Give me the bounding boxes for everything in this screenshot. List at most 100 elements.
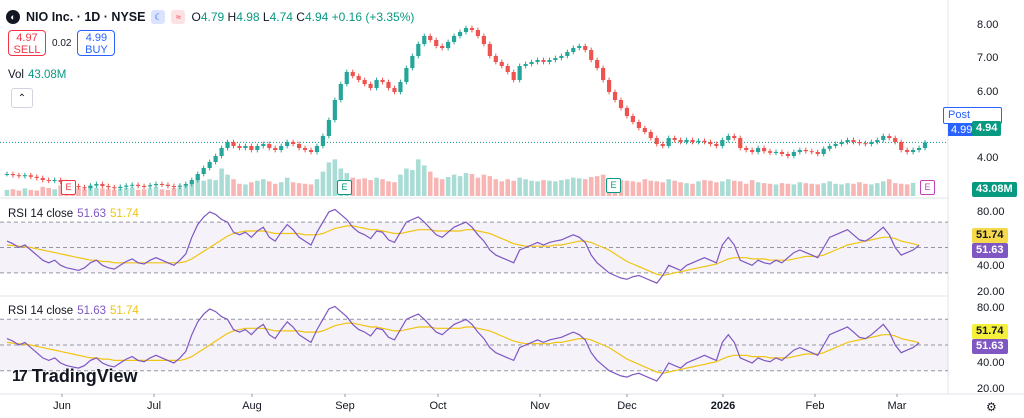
- rsi-tick: 20.00: [977, 286, 1005, 298]
- candle-body: [893, 138, 898, 142]
- collapse-legend-button[interactable]: ⌃: [11, 88, 33, 108]
- candle-body: [213, 156, 218, 162]
- candle-body: [529, 62, 534, 64]
- volume-bar: [183, 185, 189, 196]
- candle-body: [577, 46, 582, 48]
- volume-bar: [362, 178, 367, 196]
- candle-body: [916, 148, 922, 150]
- volume-bar: [869, 184, 874, 196]
- volume-bar: [779, 183, 785, 196]
- volume-bar: [666, 179, 671, 196]
- candle-body: [547, 60, 552, 62]
- volume-bar: [702, 180, 707, 196]
- volume-bar: [708, 180, 713, 196]
- candle-body: [791, 152, 796, 156]
- candle-body: [183, 184, 188, 186]
- rsi-legend-2: RSI 14 close 51.63 51.74: [8, 305, 139, 317]
- post-market-label: Post 4.99: [943, 107, 1002, 136]
- volume-bar: [714, 182, 719, 196]
- rsi-line: [6, 305, 920, 382]
- candle-body: [308, 150, 314, 152]
- candle-body: [469, 28, 475, 30]
- market-closed-icon[interactable]: ☾: [151, 10, 166, 24]
- candle-body: [851, 140, 856, 142]
- candle-body: [636, 122, 641, 128]
- candle-body: [595, 60, 600, 68]
- candle-body: [863, 143, 868, 145]
- candle-body: [601, 68, 606, 80]
- volume-bar: [267, 181, 272, 196]
- candle-body: [118, 186, 123, 188]
- candle-body: [446, 42, 451, 48]
- volume-bar: [278, 182, 284, 196]
- volume-bar: [272, 183, 278, 196]
- price-tick: 8.00: [977, 19, 999, 31]
- sell-button[interactable]: 4.97 SELL: [8, 30, 46, 56]
- candle-body: [386, 82, 391, 88]
- time-tick: Oct: [429, 400, 447, 412]
- rsi-tick: 20.00: [977, 383, 1005, 395]
- candle-body: [654, 138, 659, 144]
- volume-bar: [755, 182, 761, 196]
- delay-icon[interactable]: ≈: [171, 10, 186, 24]
- volume-bar: [511, 180, 516, 196]
- candle-body: [404, 68, 409, 82]
- volume-bar: [726, 179, 731, 196]
- candle-body: [481, 36, 486, 44]
- candle-body: [785, 154, 790, 156]
- candle-body: [803, 150, 808, 152]
- earnings-marker[interactable]: E: [61, 180, 76, 195]
- price-tick: 6.00: [977, 86, 999, 98]
- volume-bar: [576, 178, 582, 196]
- time-tick: 2026: [710, 400, 736, 412]
- candle-body: [911, 150, 916, 152]
- candle-body: [553, 58, 558, 60]
- candle-body: [839, 142, 844, 144]
- candle-body: [505, 66, 510, 72]
- candle-body: [22, 175, 27, 177]
- volume-bar: [171, 188, 177, 196]
- candle-body: [744, 148, 749, 150]
- volume-bar: [34, 190, 40, 196]
- volume-bar: [237, 183, 242, 196]
- volume-bar: [559, 180, 564, 196]
- candle-body: [374, 80, 379, 88]
- candle-body: [761, 148, 767, 152]
- volume-bar: [642, 179, 648, 196]
- candle-body: [732, 136, 737, 138]
- volume-bar: [815, 184, 820, 196]
- candle-body: [875, 140, 880, 142]
- earnings-marker[interactable]: E: [337, 180, 352, 195]
- buy-button[interactable]: 4.99 BUY: [77, 30, 116, 56]
- candle-body: [797, 150, 802, 152]
- candle-body: [219, 148, 224, 156]
- candle-body: [815, 152, 820, 154]
- candle-body: [380, 80, 385, 82]
- volume-bar: [76, 188, 81, 196]
- volume-bar: [881, 181, 886, 196]
- candle-body: [583, 46, 588, 50]
- earnings-marker[interactable]: E: [920, 180, 935, 195]
- time-tick: Nov: [530, 400, 550, 412]
- candle-body: [124, 185, 129, 187]
- tradingview-logo-icon: 17: [12, 367, 28, 385]
- candle-body: [52, 180, 57, 181]
- volume-bar: [636, 182, 642, 196]
- gear-icon[interactable]: ⚙: [986, 400, 997, 414]
- volume-bar: [505, 179, 510, 196]
- candle-body: [350, 72, 355, 76]
- trade-panel: 4.97 SELL 0.02 4.99 BUY: [8, 30, 116, 56]
- candle-body: [207, 162, 212, 168]
- volume-bar: [743, 183, 749, 196]
- candle-body: [344, 72, 349, 84]
- candle-body: [82, 187, 87, 189]
- candle-body: [171, 186, 176, 187]
- volume-bar: [523, 179, 528, 196]
- earnings-marker[interactable]: E: [606, 178, 621, 193]
- volume-bar: [803, 183, 809, 196]
- symbol-title[interactable]: NIO Inc. · 1D · NYSE: [26, 10, 146, 24]
- time-tick: Mar: [887, 400, 907, 412]
- tradingview-logo[interactable]: 17 TradingView: [12, 366, 138, 386]
- volume-bar: [851, 183, 856, 196]
